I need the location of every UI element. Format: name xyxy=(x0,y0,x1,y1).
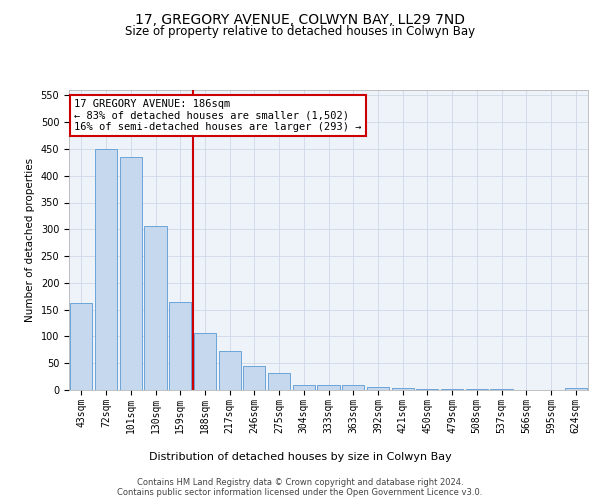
Bar xyxy=(218,351,241,390)
Text: Distribution of detached houses by size in Colwyn Bay: Distribution of detached houses by size … xyxy=(149,452,451,462)
Bar xyxy=(293,384,315,390)
Bar xyxy=(70,302,92,390)
Bar xyxy=(95,149,117,390)
Bar xyxy=(243,366,265,390)
Bar xyxy=(145,226,167,390)
Bar xyxy=(169,302,191,390)
Bar xyxy=(565,388,587,390)
Bar xyxy=(194,332,216,390)
Text: Size of property relative to detached houses in Colwyn Bay: Size of property relative to detached ho… xyxy=(125,25,475,38)
Bar xyxy=(392,388,414,390)
Y-axis label: Number of detached properties: Number of detached properties xyxy=(25,158,35,322)
Text: 17 GREGORY AVENUE: 186sqm
← 83% of detached houses are smaller (1,502)
16% of se: 17 GREGORY AVENUE: 186sqm ← 83% of detac… xyxy=(74,99,362,132)
Bar xyxy=(268,373,290,390)
Bar xyxy=(342,385,364,390)
Text: Contains HM Land Registry data © Crown copyright and database right 2024.
Contai: Contains HM Land Registry data © Crown c… xyxy=(118,478,482,497)
Bar xyxy=(317,384,340,390)
Bar xyxy=(119,157,142,390)
Bar xyxy=(367,388,389,390)
Text: 17, GREGORY AVENUE, COLWYN BAY, LL29 7ND: 17, GREGORY AVENUE, COLWYN BAY, LL29 7ND xyxy=(135,12,465,26)
